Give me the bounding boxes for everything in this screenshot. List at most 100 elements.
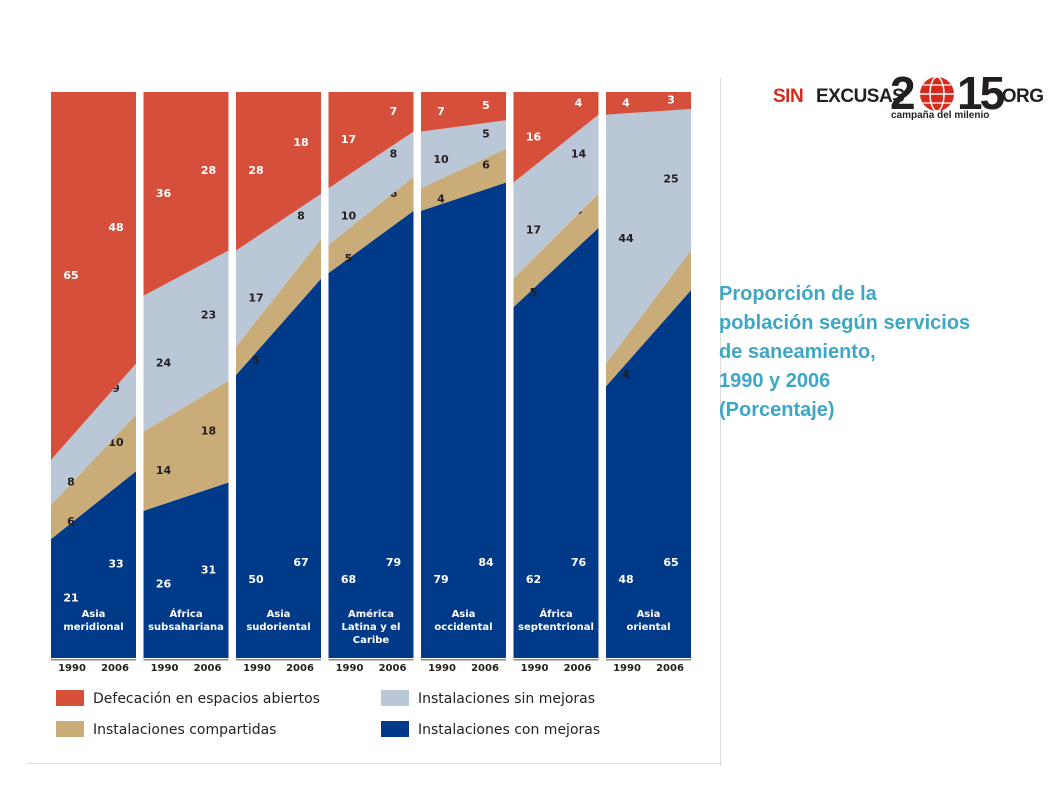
data-label-1990-unimproved: 17: [248, 292, 263, 305]
legend-swatch: [56, 721, 84, 737]
area-shared: [513, 193, 599, 308]
data-label-2006-unimproved: 9: [112, 382, 120, 395]
axis-baseline: [606, 659, 691, 661]
data-label-2006-unimproved: 14: [571, 147, 587, 160]
data-label-2006-open-defecation: 5: [482, 99, 490, 112]
x-tick-label: 2006: [194, 663, 222, 674]
data-label-2006-open-defecation: 18: [293, 136, 308, 149]
title-line: población según servicios: [719, 312, 971, 334]
region-label: Latina y el: [342, 622, 401, 633]
region-label: América: [348, 608, 394, 620]
area-shared: [143, 380, 229, 511]
data-label-2006-open-defecation: 7: [390, 105, 398, 118]
data-label-2006-improved: 65: [663, 556, 678, 569]
data-label-1990-open-defecation: 65: [63, 269, 78, 282]
data-label-2006-open-defecation: 4: [575, 96, 583, 109]
data-label-1990-shared: 4: [437, 193, 445, 206]
x-tick-label: 2006: [286, 663, 314, 674]
region-label: Asia: [637, 609, 661, 620]
data-label-2006-improved: 67: [293, 556, 308, 569]
sanitation-chart: 21 33 6 10 8 9 65 48 Asia meridional 1990 2006 26 31 1…: [51, 92, 691, 738]
area-shared: [421, 148, 506, 211]
legend-swatch: [381, 690, 409, 706]
axis-baseline: [236, 659, 321, 661]
frame-divider-vertical: [720, 78, 721, 766]
legend-label: Instalaciones compartidas: [93, 722, 276, 738]
region-label: oriental: [626, 622, 670, 633]
region-label: Asia: [82, 609, 106, 620]
x-tick-label: 2006: [656, 663, 684, 674]
data-label-2006-unimproved: 5: [482, 127, 490, 140]
data-label-2006-open-defecation: 3: [667, 93, 675, 106]
region-label: Asia: [452, 609, 476, 620]
data-label-1990-unimproved: 10: [341, 210, 357, 223]
data-label-1990-shared: 14: [156, 464, 172, 477]
axis-baseline: [51, 659, 136, 661]
area-shared: [328, 176, 414, 274]
axis-baseline: [328, 659, 414, 661]
region-label: Caribe: [353, 635, 390, 646]
x-tick-label: 2006: [379, 663, 407, 674]
area-open-defecation: [328, 92, 414, 189]
area-unimproved: [606, 108, 691, 364]
area-unimproved: [143, 250, 229, 432]
axis-baseline: [513, 659, 599, 661]
region-label: Asia: [267, 609, 291, 620]
data-label-1990-unimproved: 17: [526, 224, 541, 237]
data-label-1990-improved: 48: [618, 573, 633, 586]
data-label-2006-improved: 79: [386, 556, 401, 569]
area-open-defecation: [236, 92, 321, 251]
sinexcusas-logo: SIN EXCUSAS 2 15 .ORG campaña del mileni…: [773, 67, 1044, 132]
logo-year-15: 15: [957, 67, 1005, 119]
data-label-1990-open-defecation: 16: [526, 130, 542, 143]
data-label-1990-unimproved: 44: [618, 232, 634, 245]
area-improved: [328, 210, 414, 659]
data-label-1990-unimproved: 10: [433, 153, 449, 166]
x-tick-label: 2006: [564, 663, 592, 674]
area-shared: [236, 239, 321, 375]
area-open-defecation: [421, 92, 506, 132]
data-label-1990-improved: 62: [526, 573, 541, 586]
data-label-2006-unimproved: 8: [390, 147, 398, 160]
area-shared: [606, 250, 691, 387]
logo-text-red: SIN: [773, 86, 804, 107]
data-label-2006-unimproved: 25: [663, 173, 678, 186]
logo-text-black: EXCUSAS: [816, 86, 905, 107]
x-tick-label: 1990: [151, 663, 179, 674]
axis-baseline: [143, 659, 229, 661]
data-label-1990-unimproved: 24: [156, 357, 172, 370]
data-label-2006-open-defecation: 28: [201, 164, 216, 177]
region-label: subsahariana: [148, 622, 224, 633]
data-label-1990-shared: 5: [252, 354, 260, 367]
data-label-1990-improved: 21: [63, 592, 78, 605]
area-open-defecation: [143, 92, 229, 296]
data-label-1990-shared: 5: [345, 252, 353, 265]
region-label: occidental: [434, 622, 492, 633]
x-tick-label: 1990: [58, 663, 86, 674]
area-improved: [51, 471, 136, 658]
title-line: 1990 y 2006: [719, 370, 831, 392]
data-label-2006-unimproved: 23: [201, 309, 216, 322]
area-shared: [51, 414, 136, 540]
logo-year-2: 2: [890, 67, 916, 119]
frame-divider-horizontal: [28, 763, 722, 764]
area-improved: [143, 482, 229, 658]
legend-label: Instalaciones sin mejoras: [418, 691, 595, 707]
legend-swatch: [381, 721, 409, 737]
data-label-2006-improved: 84: [478, 556, 494, 569]
title-line: Proporción de la: [719, 283, 877, 305]
data-label-2006-shared: 6: [390, 187, 398, 200]
data-label-1990-open-defecation: 7: [437, 105, 445, 118]
x-tick-label: 2006: [471, 663, 499, 674]
x-tick-label: 1990: [613, 663, 641, 674]
data-label-1990-open-defecation: 28: [248, 164, 263, 177]
data-label-1990-shared: 6: [67, 515, 75, 528]
data-label-2006-shared: 18: [201, 425, 216, 438]
area-improved: [236, 278, 321, 658]
data-label-1990-shared: 5: [530, 286, 538, 299]
area-improved: [421, 182, 506, 658]
title-line: (Porcentaje): [719, 399, 835, 421]
data-label-1990-improved: 68: [341, 573, 356, 586]
area-unimproved: [328, 131, 414, 245]
